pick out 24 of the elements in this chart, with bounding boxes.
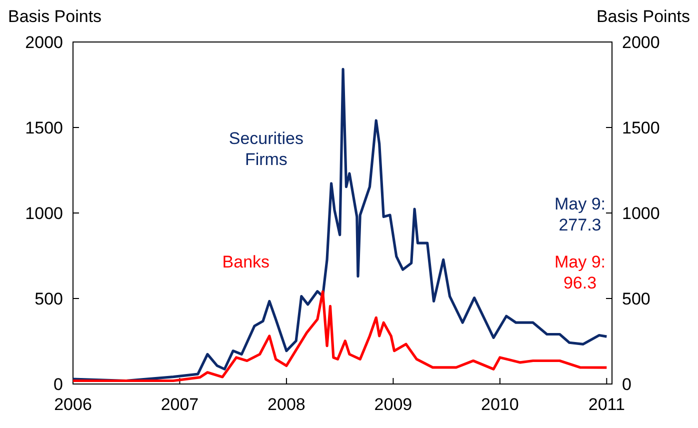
y2-tick-label: 0	[622, 375, 632, 394]
x-tick-label: 2007	[160, 395, 199, 414]
y2-tick-label: 500	[622, 290, 650, 308]
y-tick-label: 500	[34, 290, 63, 308]
y-tick-label: 0	[54, 375, 63, 394]
text: Banks	[222, 252, 270, 272]
y-tick-label: 1000	[25, 204, 63, 223]
x-tick-label: 2010	[481, 395, 519, 414]
y2-tick-label: 1000	[622, 204, 660, 223]
x-tick-label: 2008	[268, 395, 306, 414]
y2-axis-title: Basis Points	[596, 7, 690, 26]
x-tick-label: 2006	[54, 395, 92, 414]
y2-tick-label: 2000	[622, 33, 660, 52]
y-axis-title: Basis Points	[8, 7, 102, 26]
annotation: May 9: 277.3	[554, 194, 606, 235]
y2-tick-label: 1500	[622, 118, 660, 138]
line-series	[72, 68, 608, 382]
line-series	[72, 290, 608, 382]
y-tick-label: 1500	[25, 118, 63, 138]
y-tick-label: 2000	[25, 33, 63, 52]
x-tick-label: 2009	[374, 395, 412, 414]
x-tick-label: 2011	[588, 395, 625, 414]
series-label: Securities Firms	[228, 129, 304, 170]
annotation: May 9: 96.3	[554, 252, 606, 293]
